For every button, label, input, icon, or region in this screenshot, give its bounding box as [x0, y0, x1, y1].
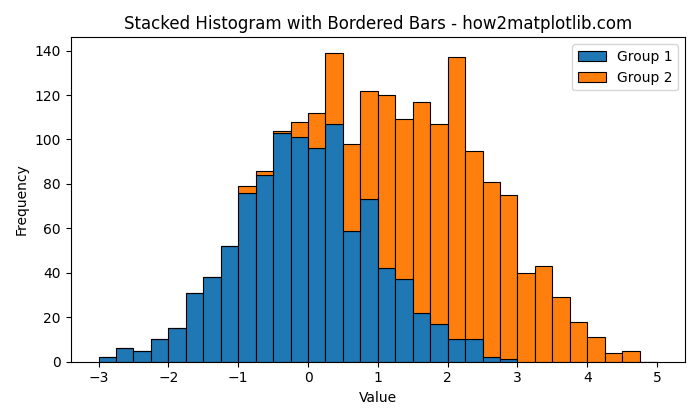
Bar: [290, 137, 308, 362]
Bar: [622, 351, 640, 362]
Bar: [570, 322, 587, 362]
Bar: [273, 131, 290, 133]
Bar: [605, 353, 622, 362]
Bar: [500, 195, 517, 360]
Bar: [290, 122, 308, 137]
Bar: [378, 268, 395, 362]
Bar: [238, 193, 256, 362]
Bar: [343, 231, 360, 362]
Bar: [395, 279, 413, 362]
Bar: [430, 124, 447, 324]
Bar: [482, 182, 500, 357]
Title: Stacked Histogram with Bordered Bars - how2matplotlib.com: Stacked Histogram with Bordered Bars - h…: [124, 15, 632, 33]
Bar: [256, 175, 273, 362]
Bar: [378, 95, 395, 268]
Bar: [326, 124, 343, 362]
Bar: [465, 151, 482, 339]
Bar: [413, 313, 430, 362]
Bar: [343, 144, 360, 231]
Bar: [360, 91, 378, 200]
Bar: [482, 357, 500, 362]
Bar: [186, 293, 203, 362]
Bar: [447, 339, 465, 362]
Bar: [360, 200, 378, 362]
Bar: [203, 277, 220, 362]
Bar: [116, 348, 134, 362]
Bar: [169, 328, 186, 362]
Legend: Group 1, Group 2: Group 1, Group 2: [573, 44, 678, 90]
Bar: [308, 113, 326, 148]
Bar: [465, 339, 482, 362]
Y-axis label: Frequency: Frequency: [15, 164, 29, 235]
Bar: [517, 273, 535, 362]
Bar: [413, 102, 430, 313]
Bar: [273, 133, 290, 362]
Bar: [238, 186, 256, 193]
Bar: [308, 148, 326, 362]
Bar: [220, 246, 238, 362]
Bar: [447, 57, 465, 339]
Bar: [256, 171, 273, 175]
Bar: [535, 266, 552, 362]
Bar: [552, 297, 570, 362]
Bar: [395, 119, 413, 279]
Bar: [430, 324, 447, 362]
X-axis label: Value: Value: [359, 391, 397, 405]
Bar: [99, 357, 116, 362]
Bar: [500, 360, 517, 362]
Bar: [587, 337, 605, 362]
Bar: [134, 351, 151, 362]
Bar: [151, 339, 169, 362]
Bar: [326, 53, 343, 124]
